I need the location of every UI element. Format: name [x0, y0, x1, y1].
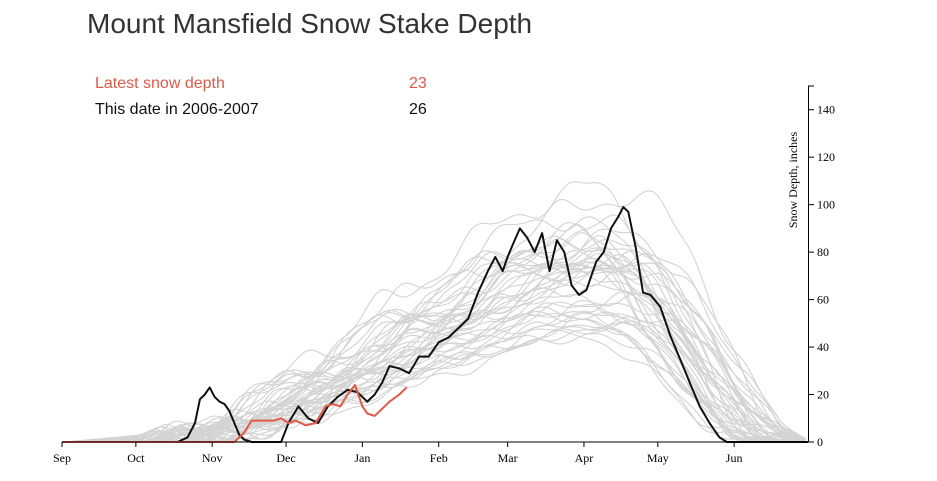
historical-season-line [61, 234, 806, 443]
y-tick-label: 20 [817, 388, 829, 402]
y-tick-label: 40 [817, 340, 829, 354]
x-tick-label: Jun [726, 451, 743, 465]
legend-latest-label: Latest snow depth [95, 75, 225, 92]
historical-season-line [61, 267, 806, 443]
historical-season-line [62, 181, 806, 443]
y-axis: 0 20 40 60 80 100 120 140 [808, 85, 835, 449]
x-axis: Sep Oct Nov Dec Jan Feb Mar Apr May Jun [53, 441, 808, 465]
historical-series-layer [61, 181, 806, 443]
historical-season-line [62, 235, 806, 443]
y-tick-label: 140 [817, 103, 835, 117]
x-tick-label: Apr [575, 451, 594, 465]
x-tick-label: Dec [276, 451, 295, 465]
x-tick-label: Jan [354, 451, 370, 465]
x-tick-label: Nov [202, 451, 223, 465]
legend-latest-value: 23 [409, 75, 427, 92]
historical-season-line [61, 248, 806, 443]
legend-latest: Latest snow depth 23 [95, 75, 427, 93]
historical-season-line [62, 261, 806, 443]
historical-season-line [62, 262, 806, 443]
x-tick-label: Sep [53, 451, 71, 465]
historical-season-line [62, 268, 806, 443]
main-series-layer [62, 206, 808, 443]
historical-season-line [61, 252, 806, 443]
historical-season-line [61, 263, 806, 443]
legend-compare: This date in 2006-2007 26 [95, 101, 427, 119]
y-tick-label: 80 [817, 245, 829, 259]
x-tick-label: Oct [127, 451, 145, 465]
x-tick-label: May [647, 451, 669, 465]
y-tick-label: 100 [817, 198, 835, 212]
historical-season-line [61, 247, 806, 443]
historical-season-line [62, 268, 806, 443]
latest-depth-line [62, 384, 408, 443]
y-axis-label: Snow Depth, inches [786, 132, 800, 229]
y-tick-label: 120 [817, 150, 835, 164]
legend-compare-value: 26 [409, 101, 427, 118]
legend-compare-label: This date in 2006-2007 [95, 101, 259, 118]
x-tick-label: Mar [498, 451, 518, 465]
x-tick-label: Feb [430, 451, 448, 465]
chart-title: Mount Mansfield Snow Stake Depth [87, 8, 533, 39]
y-tick-label: 0 [817, 435, 823, 449]
y-tick-label: 60 [817, 293, 829, 307]
compare-season-line [62, 206, 808, 443]
